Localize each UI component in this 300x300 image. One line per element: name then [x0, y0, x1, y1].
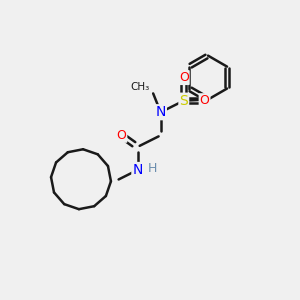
Text: H: H	[148, 162, 157, 175]
Text: O: O	[200, 94, 209, 107]
Text: O: O	[116, 129, 126, 142]
Text: S: S	[179, 94, 188, 108]
Text: N: N	[132, 163, 143, 177]
Text: N: N	[155, 105, 166, 119]
Text: CH₃: CH₃	[130, 82, 149, 92]
Text: O: O	[179, 71, 189, 84]
